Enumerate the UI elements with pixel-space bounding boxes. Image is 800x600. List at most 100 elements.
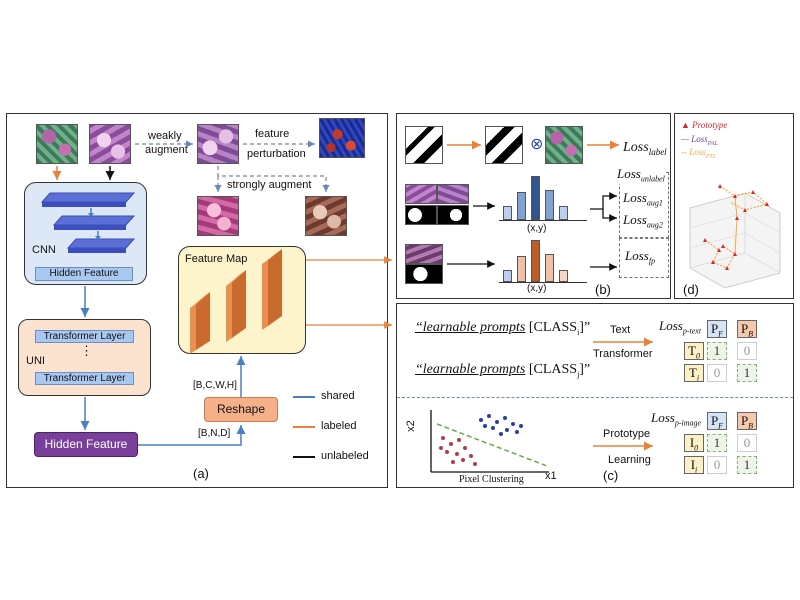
vdots: ⋮ <box>80 343 93 358</box>
pb-box-image: PB <box>737 412 757 431</box>
i0-pf-cell: 1 <box>707 434 727 452</box>
hist-blue-bar-4 <box>545 190 554 220</box>
pixel-clustering-plot <box>430 410 549 473</box>
ii-box: Ii <box>684 456 704 475</box>
legend-unlabeled-line <box>293 456 315 458</box>
loss-unlabel: Lossunlabel <box>617 166 665 184</box>
t0-pb-cell: 0 <box>737 342 757 360</box>
ii-pb-cell: 1 <box>737 456 757 474</box>
panel-c: “learnable prompts [CLASSi]” “learnable … <box>396 303 794 488</box>
prompt-class-j: “learnable prompts [CLASSj]” <box>415 362 591 379</box>
loss-p-text: Lossp-text <box>659 318 702 336</box>
loss-aug1: Lossaug1 <box>623 190 663 208</box>
panel-c-caption: (c) <box>603 468 619 483</box>
text-label: Text <box>610 324 631 336</box>
reshape-block: Reshape <box>204 397 278 422</box>
legend-shared-label: shared <box>321 390 355 402</box>
panel-a-arrows <box>52 140 330 446</box>
feature-map-prisms <box>190 249 282 354</box>
loss-fp: Lossfp <box>625 248 656 266</box>
histogram-blue <box>499 174 587 221</box>
legend-labeled-line <box>293 426 315 428</box>
augment-label: augment <box>145 144 188 156</box>
pb-box-text: PB <box>737 320 757 339</box>
strongly-augment-label: strongly augment <box>227 179 312 191</box>
hist-orange-bar-2 <box>517 256 526 282</box>
hist-blue-bar-5 <box>559 206 568 220</box>
unlabeled-image-b2 <box>437 184 469 204</box>
hist-blue-bar-3 <box>531 176 540 220</box>
panel-a: weakly augment feature perturbation stro… <box>6 113 388 488</box>
gt-mask <box>405 126 443 164</box>
unlabeled-image <box>89 124 131 164</box>
xy-label-1: (x,y) <box>527 223 547 234</box>
section-divider <box>397 397 793 398</box>
unlabeled-mask-b2 <box>437 205 469 225</box>
ii-pf-cell: 0 <box>707 456 727 474</box>
panel-b-caption: (b) <box>595 282 611 297</box>
t0-pf-cell: 1 <box>707 342 727 360</box>
histogram-orange <box>499 238 587 283</box>
feature-map-label: Feature Map <box>185 253 248 265</box>
i0-pb-cell: 0 <box>737 434 757 452</box>
dims-bnd: [B,N,D] <box>198 428 231 439</box>
panel-d-caption: (d) <box>683 282 699 297</box>
dims-bcwh: [B,C,W,H] <box>193 380 237 391</box>
strong-aug-image-1 <box>197 196 239 236</box>
cnn-layers <box>40 192 136 253</box>
hist-orange-bar-4 <box>545 254 554 282</box>
otimes-symbol: ⊗ <box>530 136 544 153</box>
unlabeled-mask-b3 <box>405 264 443 284</box>
labeled-image <box>36 124 78 164</box>
pf-box-text: PF <box>707 320 727 339</box>
xy-label-2: (x,y) <box>527 283 547 294</box>
i0-box: I0 <box>684 434 704 453</box>
t0-box: T0 <box>684 342 704 361</box>
pixel-clustering-label: Pixel Clustering <box>459 474 524 485</box>
legend-labeled-label: labeled <box>321 420 357 432</box>
prototype-3d-plot <box>689 184 781 289</box>
weakly-label: weakly <box>148 130 182 142</box>
cnn-label: CNN <box>32 244 56 256</box>
hist-orange-bar-3 <box>531 240 540 282</box>
legend-loss-ptl: -- LossPTL <box>681 147 717 160</box>
perturbed-feature-image <box>319 118 365 158</box>
uni-label: UNI <box>26 355 45 367</box>
learning-label: Learning <box>608 454 651 466</box>
transformer-label: Transformer <box>593 348 653 360</box>
panel-b-arrows <box>447 140 619 271</box>
unlabeled-image-b3 <box>405 244 443 264</box>
loss-p-image: Lossp-image <box>651 410 702 428</box>
prototype-label: Prototype <box>603 428 651 440</box>
feature-label: feature <box>255 128 290 140</box>
pf-box-image: PF <box>707 412 727 431</box>
strong-aug-image-2 <box>305 196 347 236</box>
legend-unlabeled-label: unlabeled <box>321 450 369 462</box>
hidden-feature-block: Hidden Feature <box>34 432 138 457</box>
ti-box: Ti <box>684 364 704 383</box>
hist-orange-bar-5 <box>559 270 568 282</box>
ti-pf-cell: 0 <box>707 364 727 382</box>
prompt-class-i: “learnable prompts [CLASSi]” <box>415 320 591 337</box>
panel-d: ▲ Prototype — LossPAL -- LossPTL (d) <box>674 113 794 299</box>
hist-blue-bar-1 <box>503 206 512 220</box>
loss-aug2: Lossaug2 <box>623 212 663 230</box>
panel-c-arrows <box>593 337 653 451</box>
hist-orange-bar-1 <box>503 270 512 282</box>
legend-prototype: ▲ Prototype <box>681 120 728 130</box>
transformer-layer-1: Transformer Layer <box>35 330 134 343</box>
unlabeled-image-b1 <box>405 184 437 204</box>
hist-blue-bar-2 <box>517 192 526 220</box>
weak-aug-image <box>197 124 239 164</box>
loss-label: Losslabel <box>623 140 667 157</box>
pred-mask <box>485 126 523 164</box>
x1-axis-label: x1 <box>545 470 557 482</box>
ti-pb-cell: 1 <box>737 364 757 382</box>
fp-loss-group <box>619 238 669 278</box>
cnn-hidden-feature: Hidden Feature <box>35 267 133 281</box>
transformer-layer-2: Transformer Layer <box>35 372 134 385</box>
legend-loss-pal: — LossPAL <box>681 134 718 147</box>
label-image <box>545 126 583 164</box>
panel-b: ⊗ Losslabel (x,y) (x,y) Lossunlabel Loss… <box>396 113 671 299</box>
